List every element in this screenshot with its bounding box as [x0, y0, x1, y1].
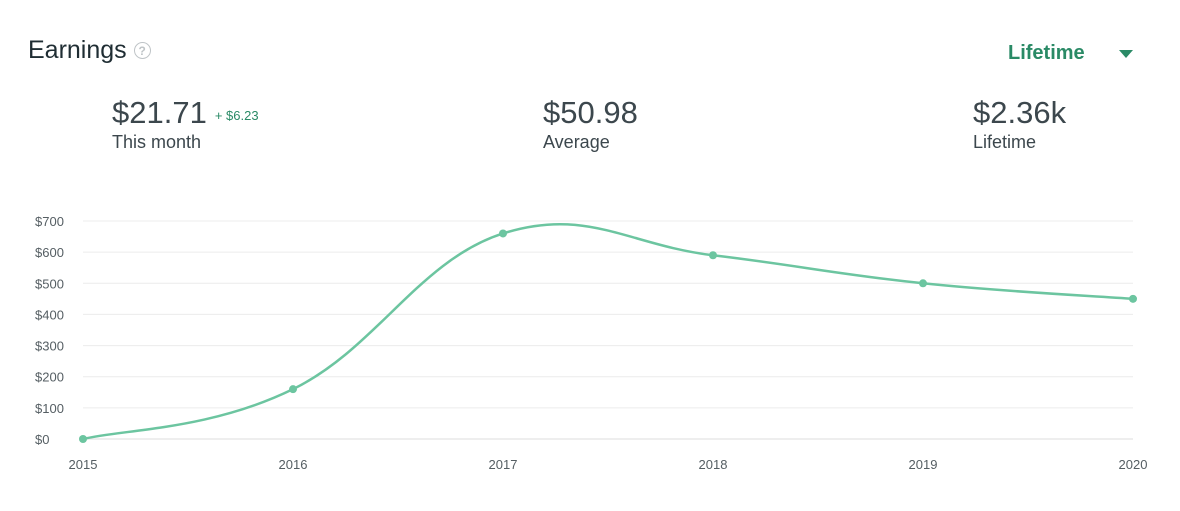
data-point [289, 385, 297, 394]
lifetime-value: $2.36k [973, 95, 1067, 130]
x-tick-label: 2015 [69, 457, 98, 472]
y-tick-label: $700 [35, 214, 64, 229]
data-point [499, 229, 507, 238]
y-tick-label: $500 [35, 276, 64, 291]
stat-average: $50.98 Average [543, 96, 638, 153]
x-tick-label: 2019 [909, 457, 938, 472]
this-month-label: This month [112, 132, 202, 152]
data-point [79, 435, 87, 443]
earnings-header: Earnings ? [28, 36, 151, 65]
y-tick-label: $400 [35, 307, 64, 322]
this-month-delta: + $6.23 [214, 108, 259, 123]
data-point [709, 251, 717, 260]
page-title: Earnings [28, 36, 127, 64]
x-tick-label: 2018 [699, 457, 728, 472]
data-point [1129, 294, 1137, 303]
x-tick-label: 2017 [489, 457, 518, 472]
x-tick-label: 2020 [1119, 457, 1148, 472]
average-label: Average [543, 132, 610, 152]
period-selected-label: Lifetime [1008, 42, 1085, 64]
y-tick-label: $100 [35, 401, 64, 416]
caret-down-icon [1118, 49, 1133, 58]
y-tick-label: $300 [35, 339, 64, 354]
stat-this-month: $21.71 + $6.23 This month [112, 96, 259, 153]
y-tick-label: $600 [35, 245, 64, 260]
y-tick-label: $200 [35, 370, 64, 385]
data-point [919, 279, 927, 288]
series-line [82, 222, 1134, 441]
average-value: $50.98 [543, 95, 638, 130]
y-tick-label: $0 [35, 432, 49, 447]
period-dropdown[interactable]: Lifetime [1008, 42, 1133, 65]
question-circle-icon[interactable]: ? [133, 42, 151, 59]
stat-lifetime: $2.36k Lifetime [973, 96, 1066, 153]
lifetime-label: Lifetime [973, 132, 1037, 152]
x-tick-label: 2016 [279, 457, 308, 472]
this-month-value: $21.71 [112, 95, 207, 130]
